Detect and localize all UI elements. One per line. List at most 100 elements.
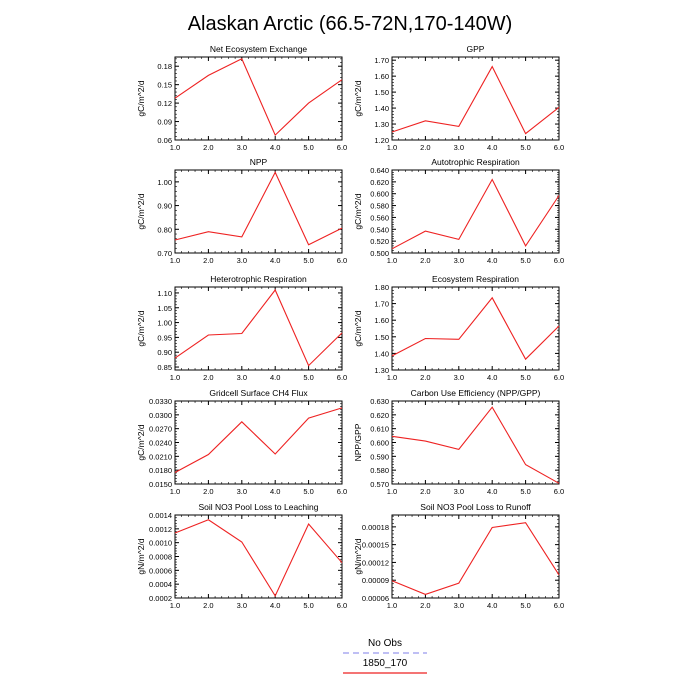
x-tick-label: 3.0 — [237, 373, 247, 382]
panel-2: NPP gC/m^2/d 1.0 2.0 3.0 4.0 5.0 6.0 0.70 0.80 0.9… — [136, 157, 347, 265]
y-tick-label: 1.30 — [374, 366, 389, 375]
y-tick-label: 0.85 — [157, 363, 172, 372]
y-axis-label: gC/m^2/d — [353, 193, 363, 229]
panel-title: Soil NO3 Pool Loss to Runoff — [420, 502, 531, 512]
series-line — [174, 288, 343, 367]
y-tick-label: 0.0010 — [149, 539, 172, 548]
y-tick-label: 1.50 — [374, 333, 389, 342]
y-tick-label: 0.610 — [370, 425, 389, 434]
y-tick-label: 0.0270 — [149, 425, 172, 434]
y-axis-label: gC/m^2/d — [136, 424, 146, 460]
y-tick-label: 0.15 — [157, 81, 172, 90]
x-tick-label: 1.0 — [387, 256, 397, 265]
x-tick-label: 2.0 — [203, 143, 213, 152]
x-tick-label: 4.0 — [487, 256, 497, 265]
series-line — [174, 519, 343, 598]
x-tick-label: 4.0 — [487, 487, 497, 496]
x-tick-label: 5.0 — [520, 256, 530, 265]
y-tick-label: 0.18 — [157, 62, 172, 71]
panel-5: Ecosystem Respiration gC/m^2/d 1.0 2.0 3.0 4.… — [353, 274, 564, 382]
series-line — [391, 406, 560, 484]
y-tick-label: 0.90 — [157, 348, 172, 357]
y-tick-label: 1.10 — [157, 289, 172, 298]
y-tick-label: 0.90 — [157, 202, 172, 211]
legend-label-0: No Obs — [368, 638, 402, 649]
y-tick-label: 0.00006 — [362, 594, 389, 603]
series-line — [174, 407, 343, 473]
y-tick-label: 0.630 — [370, 397, 389, 406]
series-line — [174, 171, 343, 246]
panel-title: Heterotrophic Respiration — [210, 274, 307, 284]
x-tick-label: 2.0 — [420, 373, 430, 382]
y-tick-label: 0.95 — [157, 333, 172, 342]
y-tick-label: 1.50 — [374, 88, 389, 97]
plot-frame — [391, 514, 560, 599]
x-tick-label: 1.0 — [170, 256, 180, 265]
x-tick-label: 5.0 — [520, 601, 530, 610]
y-tick-label: 0.0180 — [149, 466, 172, 475]
y-tick-label: 0.0014 — [149, 511, 172, 520]
panel-1: GPP gC/m^2/d 1.0 2.0 3.0 4.0 5.0 6.0 1.20 1.30 1.4… — [353, 44, 564, 152]
y-tick-label: 0.560 — [370, 213, 389, 222]
x-tick-label: 3.0 — [454, 256, 464, 265]
plot-frame — [174, 400, 343, 485]
y-tick-label: 1.40 — [374, 349, 389, 358]
x-tick-label: 3.0 — [454, 373, 464, 382]
panel-title: Carbon Use Efficiency (NPP/GPP) — [411, 388, 541, 398]
panel-9: Soil NO3 Pool Loss to Runoff gN/m^2/d 1.0 2… — [353, 502, 564, 610]
x-tick-label: 5.0 — [303, 143, 313, 152]
x-tick-label: 6.0 — [337, 143, 347, 152]
x-tick-label: 4.0 — [270, 487, 280, 496]
figure-title: Alaskan Arctic (66.5-72N,170-140W) — [188, 13, 513, 35]
x-tick-label: 1.0 — [170, 373, 180, 382]
x-tick-label: 4.0 — [270, 256, 280, 265]
panels: Net Ecosystem Exchange gC/m^2/d 1.0 2.0 3.0 4… — [136, 44, 564, 610]
series-line — [391, 178, 560, 250]
x-tick-label: 1.0 — [387, 373, 397, 382]
y-tick-label: 0.70 — [157, 249, 172, 258]
y-tick-label: 0.80 — [157, 225, 172, 234]
y-tick-label: 0.580 — [370, 466, 389, 475]
x-tick-label: 4.0 — [270, 373, 280, 382]
x-tick-label: 3.0 — [237, 601, 247, 610]
panel-7: Carbon Use Efficiency (NPP/GPP) NPP/GPP 1.… — [353, 388, 564, 496]
panel-title: Net Ecosystem Exchange — [210, 44, 308, 54]
panel-title: Ecosystem Respiration — [432, 274, 519, 284]
panel-title: Autotrophic Respiration — [431, 157, 520, 167]
y-tick-label: 0.00012 — [362, 558, 389, 567]
x-tick-label: 2.0 — [203, 256, 213, 265]
x-tick-label: 5.0 — [520, 487, 530, 496]
x-tick-label: 2.0 — [420, 487, 430, 496]
y-tick-label: 0.620 — [370, 178, 389, 187]
x-tick-label: 2.0 — [203, 373, 213, 382]
y-tick-label: 0.0012 — [149, 525, 172, 534]
x-tick-label: 6.0 — [554, 487, 564, 496]
y-axis-label: gC/m^2/d — [136, 310, 146, 346]
y-tick-label: 1.60 — [374, 316, 389, 325]
x-tick-label: 2.0 — [420, 601, 430, 610]
x-tick-label: 6.0 — [337, 373, 347, 382]
x-tick-label: 6.0 — [554, 373, 564, 382]
x-tick-label: 2.0 — [420, 143, 430, 152]
y-tick-label: 0.0004 — [149, 580, 172, 589]
y-tick-label: 1.40 — [374, 104, 389, 113]
y-tick-label: 0.640 — [370, 166, 389, 175]
y-tick-label: 0.600 — [370, 190, 389, 199]
x-tick-label: 6.0 — [337, 256, 347, 265]
series-line — [391, 65, 560, 135]
plot-frame — [174, 169, 343, 254]
y-tick-label: 0.520 — [370, 237, 389, 246]
plot-frame — [391, 286, 560, 371]
series-line — [391, 522, 560, 595]
y-axis-label: gC/m^2/d — [136, 193, 146, 229]
y-tick-label: 0.06 — [157, 136, 172, 145]
x-tick-label: 5.0 — [303, 256, 313, 265]
x-tick-label: 3.0 — [237, 143, 247, 152]
series-line — [391, 296, 560, 361]
x-tick-label: 5.0 — [303, 487, 313, 496]
x-tick-label: 3.0 — [454, 143, 464, 152]
x-tick-label: 4.0 — [270, 143, 280, 152]
plot-frame — [391, 400, 560, 485]
y-tick-label: 0.500 — [370, 249, 389, 258]
